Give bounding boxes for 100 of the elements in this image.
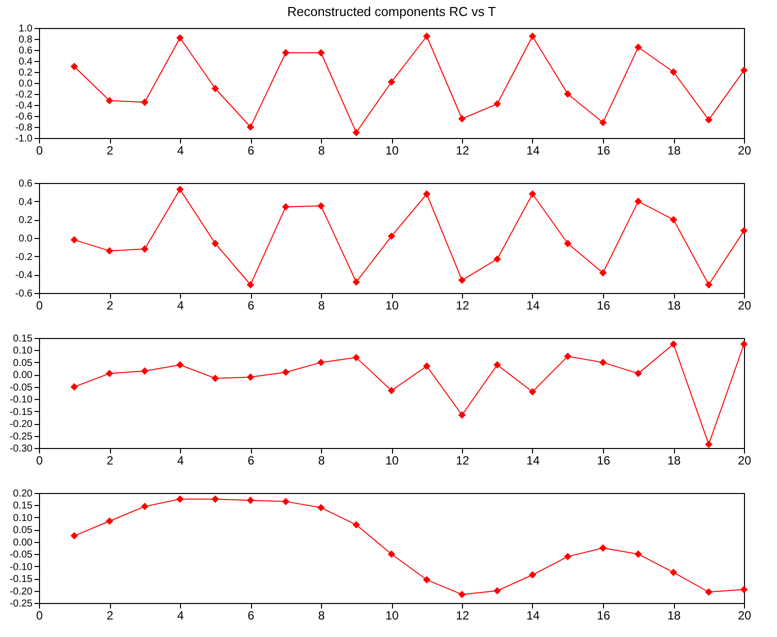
x-tick-label: 16 bbox=[596, 454, 610, 468]
y-tick-label: 0.0 bbox=[18, 234, 33, 244]
point bbox=[599, 358, 607, 366]
x-tick-label: 6 bbox=[248, 298, 255, 312]
y-tick-label: 0.00 bbox=[13, 370, 33, 382]
x-tick-label: 8 bbox=[318, 298, 326, 312]
point bbox=[246, 373, 254, 381]
y-tick-label: -0.25 bbox=[10, 598, 33, 610]
point bbox=[388, 550, 396, 558]
x-tick-label: 12 bbox=[456, 454, 470, 468]
point bbox=[246, 496, 254, 504]
y-tick-label: -0.25 bbox=[10, 431, 33, 442]
point bbox=[740, 66, 748, 74]
x-tick-label: 2 bbox=[106, 608, 114, 622]
point bbox=[70, 236, 78, 244]
point bbox=[282, 203, 290, 211]
point bbox=[212, 495, 219, 503]
y-tick-label: 0.8 bbox=[18, 34, 33, 46]
point bbox=[599, 544, 607, 552]
point bbox=[106, 96, 114, 104]
point bbox=[282, 498, 290, 506]
x-tick-label: 0 bbox=[36, 608, 44, 622]
y-tick-label: 0.05 bbox=[13, 358, 33, 369]
x-tick-label: 20 bbox=[738, 454, 752, 468]
point bbox=[458, 411, 466, 419]
point bbox=[176, 495, 184, 503]
x-tick-label: 10 bbox=[385, 144, 399, 158]
point bbox=[740, 226, 748, 234]
x-tick-label: 6 bbox=[248, 454, 255, 468]
x-tick-label: 14 bbox=[526, 454, 540, 468]
point bbox=[141, 502, 148, 510]
x-tick-label: 0 bbox=[36, 454, 44, 468]
point bbox=[423, 576, 430, 584]
y-tick-label: -0.20 bbox=[10, 419, 33, 430]
y-tick-label: 0.10 bbox=[13, 512, 33, 524]
point bbox=[494, 100, 501, 108]
y-tick-label: -0.2 bbox=[15, 90, 33, 100]
x-tick-label: 2 bbox=[106, 298, 114, 312]
chart-title: Reconstructed components RC vs T bbox=[287, 4, 496, 19]
x-tick-label: 18 bbox=[667, 454, 681, 468]
y-tick-label: -0.05 bbox=[10, 550, 33, 561]
point bbox=[106, 517, 114, 525]
x-tick-label: 4 bbox=[177, 298, 184, 312]
point bbox=[494, 255, 501, 263]
x-tick-label: 12 bbox=[456, 144, 470, 158]
y-tick-label: -0.15 bbox=[10, 574, 33, 586]
y-tick-label: -0.10 bbox=[10, 394, 33, 406]
y-tick-label: -0.15 bbox=[10, 406, 33, 418]
x-tick-label: 14 bbox=[526, 608, 540, 622]
point bbox=[352, 521, 360, 528]
point bbox=[564, 552, 572, 560]
point bbox=[388, 386, 396, 394]
y-tick-label: 0.6 bbox=[18, 178, 33, 190]
x-tick-label: 10 bbox=[385, 608, 399, 622]
y-tick-label: -0.4 bbox=[15, 270, 33, 282]
x-tick-label: 20 bbox=[738, 608, 752, 622]
x-tick-label: 8 bbox=[318, 454, 326, 468]
x-tick-label: 12 bbox=[456, 298, 470, 312]
point bbox=[528, 190, 536, 198]
x-tick-label: 20 bbox=[738, 144, 752, 158]
point bbox=[740, 340, 748, 348]
y-tick-label: 0.20 bbox=[13, 488, 33, 500]
point bbox=[670, 568, 678, 576]
y-tick-label: 0.05 bbox=[13, 525, 33, 536]
point bbox=[317, 358, 325, 366]
point bbox=[423, 362, 430, 370]
point bbox=[670, 68, 678, 76]
x-tick-label: 0 bbox=[36, 298, 44, 312]
point bbox=[599, 269, 607, 277]
point bbox=[494, 587, 501, 594]
point bbox=[282, 49, 290, 56]
point bbox=[599, 118, 607, 126]
y-tick-label: -0.10 bbox=[10, 562, 33, 573]
point bbox=[317, 202, 325, 210]
point bbox=[634, 370, 642, 378]
point bbox=[317, 504, 325, 512]
point bbox=[705, 281, 712, 288]
point bbox=[106, 247, 114, 255]
x-tick-label: 16 bbox=[596, 144, 610, 158]
x-tick-label: 8 bbox=[318, 144, 326, 158]
y-tick-label: 1.0 bbox=[18, 24, 33, 34]
point bbox=[634, 198, 642, 206]
y-tick-label: -0.2 bbox=[15, 252, 33, 263]
x-tick-label: 18 bbox=[667, 608, 681, 622]
y-tick-label: 0.4 bbox=[18, 196, 33, 208]
point bbox=[176, 361, 184, 369]
point bbox=[176, 186, 184, 194]
x-tick-label: 4 bbox=[177, 608, 184, 622]
point bbox=[634, 550, 642, 558]
point bbox=[634, 44, 642, 51]
y-tick-label: -1.0 bbox=[15, 134, 33, 144]
y-tick-label: 0.15 bbox=[13, 334, 33, 344]
point bbox=[494, 361, 501, 369]
x-tick-label: 6 bbox=[248, 608, 255, 622]
x-tick-label: 10 bbox=[385, 454, 399, 468]
point bbox=[70, 532, 78, 540]
point bbox=[705, 440, 712, 448]
point bbox=[388, 232, 396, 240]
y-tick-label: 0.4 bbox=[18, 56, 33, 68]
point bbox=[70, 383, 78, 391]
